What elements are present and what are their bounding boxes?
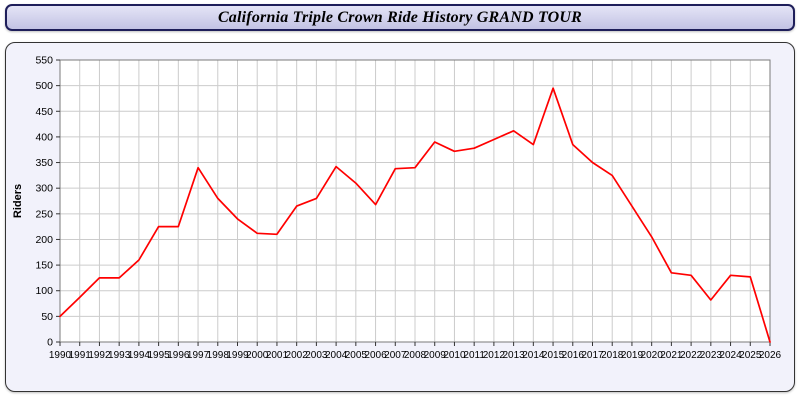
x-tick-label: 1998 (207, 350, 230, 361)
x-tick-label: 1997 (187, 350, 210, 361)
y-tick-label: 100 (35, 285, 53, 297)
y-tick-label: 0 (47, 337, 53, 349)
x-tick-label: 1999 (226, 350, 249, 361)
y-tick-label: 450 (35, 106, 53, 118)
x-tick-label: 2009 (424, 350, 447, 361)
data-line-riders (59, 87, 771, 343)
x-axis-labels: 1990199119921993199419951996199719981999… (49, 342, 782, 361)
x-tick-label: 1993 (108, 350, 131, 361)
x-tick-label: 2016 (562, 350, 585, 361)
chart-panel: 0 50 100 150 200 250 300 350 400 450 500 550 1990 199… (5, 42, 795, 392)
x-tick-label: 2010 (443, 350, 466, 361)
x-tick-label: 2026 (759, 350, 782, 361)
x-tick-label: 1990 (49, 350, 72, 361)
y-axis-title: Riders (12, 184, 24, 218)
x-tick-label: 2004 (325, 350, 348, 361)
x-tick-label: 2018 (601, 350, 624, 361)
x-tick-label: 2017 (581, 350, 604, 361)
x-tick-label: 2007 (384, 350, 407, 361)
y-tick-label: 550 (35, 55, 53, 67)
x-tick-label: 1995 (147, 350, 170, 361)
chart-title: California Triple Crown Ride History GRA… (217, 8, 583, 26)
x-tick-label: 1992 (88, 350, 111, 361)
y-tick-label: 50 (41, 311, 53, 323)
y-tick-label: 250 (35, 208, 53, 220)
x-tick-label: 2020 (641, 350, 664, 361)
x-tick-label: 2001 (266, 350, 289, 361)
x-tick-label: 2006 (364, 350, 387, 361)
x-tick-label: 2019 (621, 350, 644, 361)
y-tick-label: 350 (35, 157, 53, 169)
x-tick-label: 2002 (286, 350, 309, 361)
x-tick-label: 2023 (700, 350, 723, 361)
y-tick-label: 150 (35, 260, 53, 272)
x-tick-label: 1996 (167, 350, 190, 361)
x-tick-label: 2021 (660, 350, 683, 361)
gridlines (59, 59, 771, 343)
x-tick-label: 2000 (246, 350, 269, 361)
y-axis-labels: 0 50 100 150 200 250 300 350 400 450 500 550 (35, 55, 60, 349)
x-tick-label: 2013 (502, 350, 525, 361)
x-tick-label: 2012 (483, 350, 506, 361)
y-tick-label: 300 (35, 183, 53, 195)
x-tick-label: 2015 (542, 350, 565, 361)
y-tick-label: 200 (35, 234, 53, 246)
x-tick-label: 2003 (305, 350, 328, 361)
chart-title-bar: California Triple Crown Ride History GRA… (5, 4, 795, 31)
x-tick-label: 2022 (680, 350, 703, 361)
x-tick-label: 2005 (345, 350, 368, 361)
y-tick-label: 500 (35, 80, 53, 92)
x-tick-label: 2014 (522, 350, 545, 361)
x-tick-label: 2025 (739, 350, 762, 361)
x-tick-label: 2008 (404, 350, 427, 361)
line-chart: 0501001502002503003504004505005501990199… (12, 55, 782, 362)
x-tick-label: 1994 (128, 350, 151, 361)
y-tick-label: 400 (35, 131, 53, 143)
x-tick-label: 2011 (463, 350, 485, 361)
x-tick-label: 1991 (69, 350, 92, 361)
x-tick-label: 2024 (719, 350, 742, 361)
